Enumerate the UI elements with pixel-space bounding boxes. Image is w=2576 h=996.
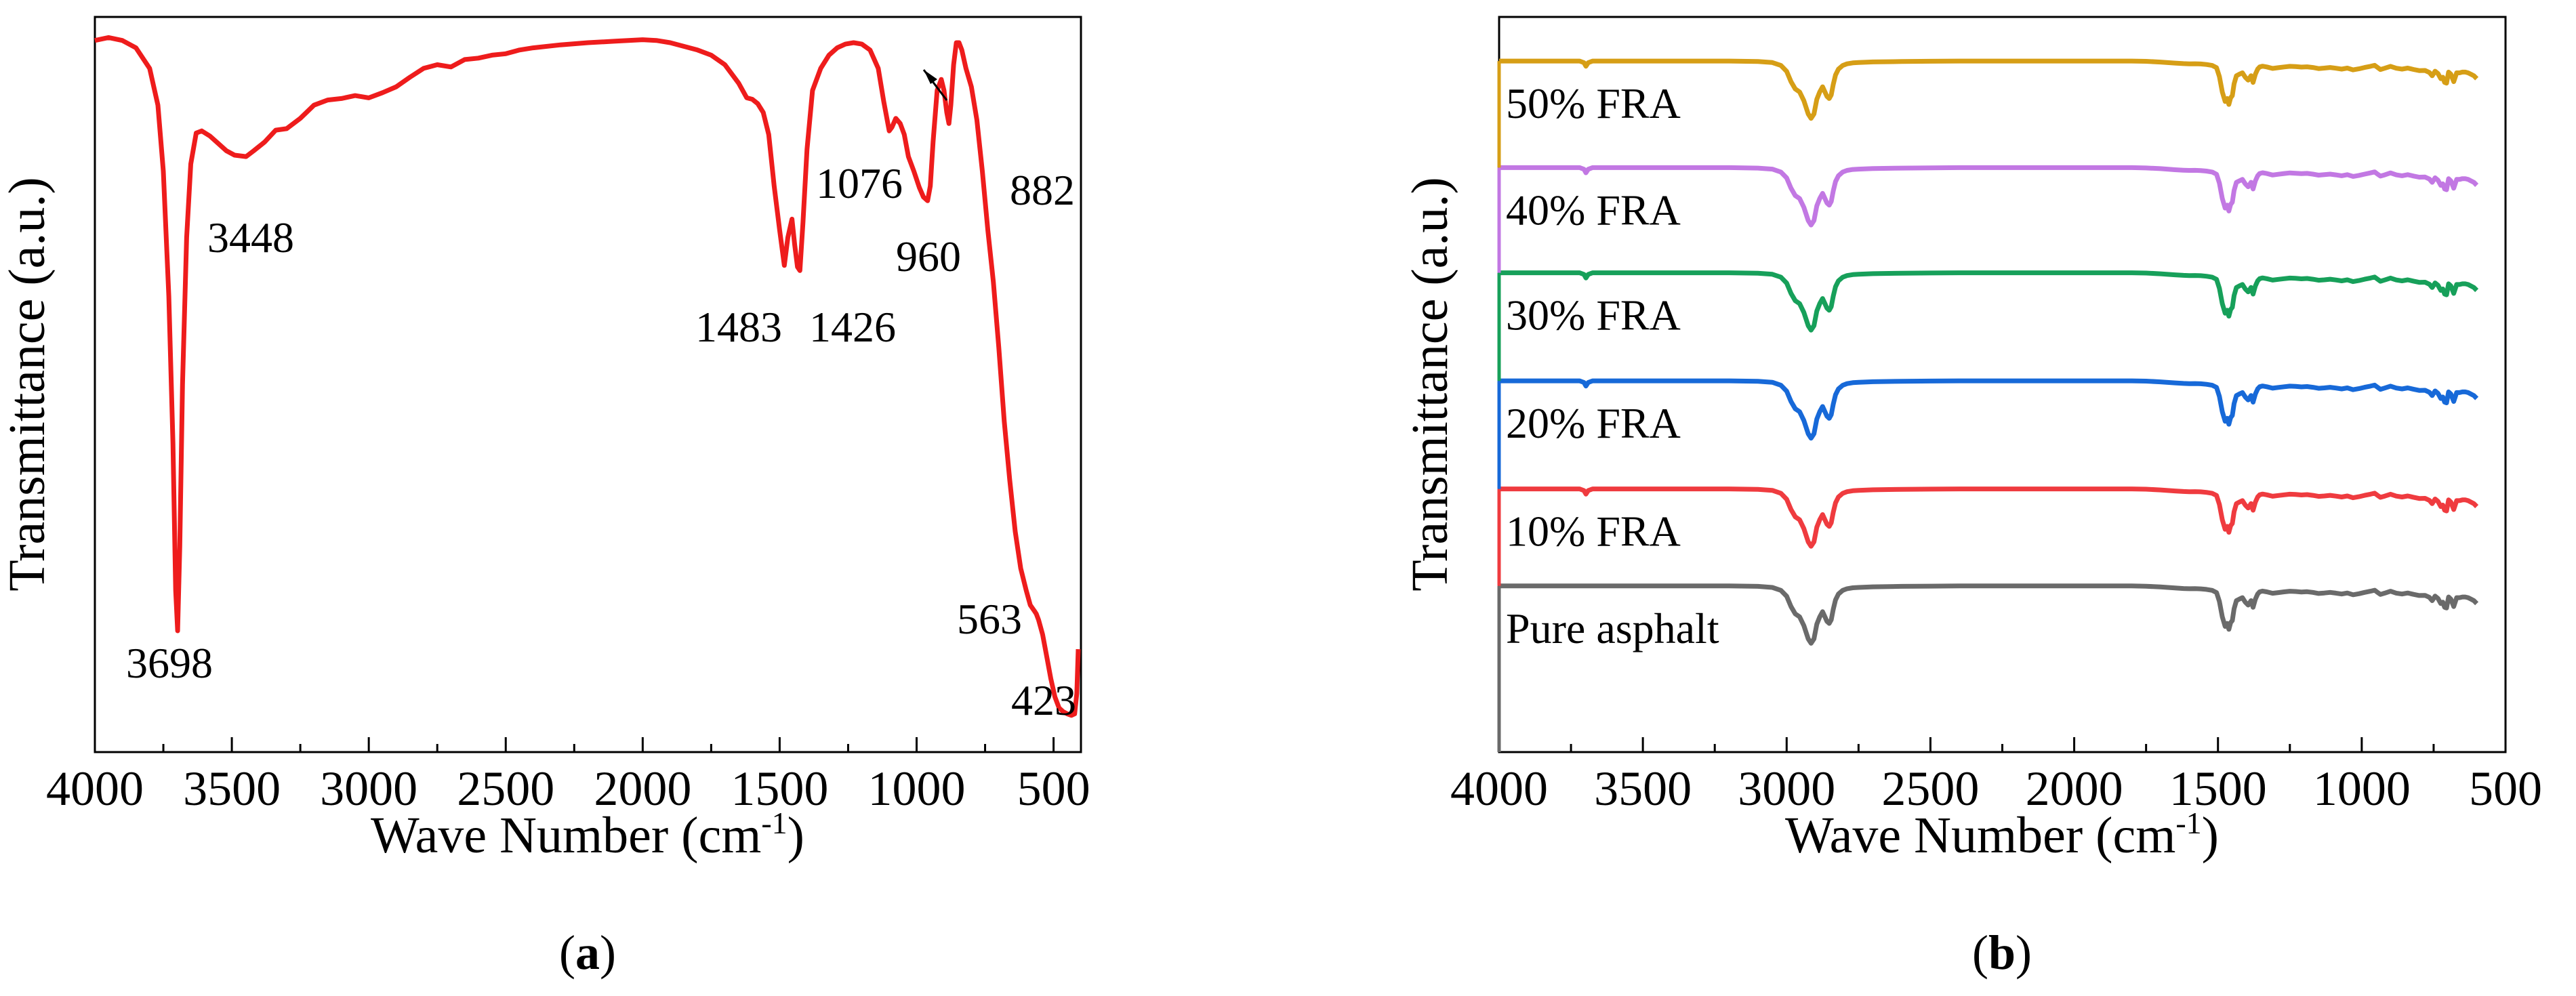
panel-b-series-line (1499, 583, 2479, 646)
panel-b-x-axis: 4000 3500 3000 2500 2000 1500 1000 500 (1450, 737, 2542, 816)
panel-a-peak-label: 960 (896, 232, 961, 281)
panel-a-y-axis-title: Transmittance (a.u.) (0, 177, 56, 591)
panel-b-x-tick-label: 2500 (1881, 762, 1979, 816)
panel-b-x-tick-label: 4000 (1450, 762, 1548, 816)
panel-a-x-axis-title-superscript: -1 (761, 806, 787, 840)
panel-b-x-tick-label: 2000 (2026, 762, 2123, 816)
panel-a-peak-label: 3448 (207, 213, 294, 262)
panel-b-series-label: Pure asphalt (1506, 604, 1719, 652)
panel-b-series-line (1499, 486, 2479, 549)
panel-a-caption-open: ( (559, 926, 575, 980)
panel-b-series-label: 30% FRA (1506, 291, 1681, 339)
panel-b-x-axis-title: Wave Number (cm-1) (1785, 806, 2219, 864)
panel-a-x-tick-label: 2000 (594, 762, 691, 816)
panel-a-x-tick-label: 3500 (183, 762, 281, 816)
panel-a-caption-letter: a (575, 926, 600, 980)
panel-b-series-line (1499, 378, 2479, 441)
panel-a-peak-label: 1076 (816, 159, 903, 207)
panel-b-series-label: 10% FRA (1506, 507, 1681, 556)
panel-a-x-axis-title-main: Wave Number (cm (371, 807, 761, 864)
panel-a-x-tick-label: 4000 (46, 762, 144, 816)
panel-b-series-line (1499, 270, 2479, 333)
panel-b-x-axis-title-close: ) (2202, 807, 2219, 864)
panel-b-series-label: 20% FRA (1506, 399, 1681, 447)
panel-a-882-arrowhead (924, 70, 937, 84)
panel-b-x-tick-label: 3000 (1738, 762, 1835, 816)
panel-a-plot-frame (94, 16, 1082, 753)
panel-b-chart: 4000 3500 3000 2500 2000 1500 1000 500 Pure asp… (1402, 16, 2542, 980)
panel-a-x-axis-title-close: ) (788, 807, 804, 864)
panel-a-peak-label: 882 (1010, 166, 1075, 214)
panel-b-caption-close: ) (2016, 926, 2032, 980)
panel-b-x-tick-label: 500 (2469, 762, 2542, 816)
panel-a-x-tick-label: 500 (1017, 762, 1090, 816)
panel-a-series (94, 35, 1081, 718)
panel-a-caption-close: ) (600, 926, 616, 980)
panel-b-x-tick-label: 1000 (2313, 762, 2411, 816)
panel-b-series-line (1499, 58, 2479, 121)
panel-a-peak-label: 423 (1011, 676, 1076, 724)
panel-a-x-tick-label: 1000 (868, 762, 966, 816)
panel-a-x-tick-label: 1500 (731, 762, 828, 816)
panel-a-ftir-line (94, 35, 1081, 718)
panel-b-series-line (1499, 165, 2479, 228)
panel-a-peak-labels: 3698 3448 1483 1426 1076 960 882 563 423 (126, 159, 1076, 724)
panel-a-chart: 4000 3500 3000 2500 2000 1500 1000 500 3698 3448… (0, 16, 1090, 980)
panel-a-x-tick-label: 2500 (457, 762, 554, 816)
panel-a-peak-label: 563 (957, 595, 1022, 643)
panel-b-x-tick-label: 3500 (1594, 762, 1692, 816)
panel-a-x-axis-title: Wave Number (cm-1) (371, 806, 804, 864)
panel-b-series-label: 50% FRA (1506, 79, 1681, 127)
panel-b-x-axis-title-superscript: -1 (2175, 806, 2201, 840)
panel-a-caption: (a) (559, 926, 616, 980)
panel-b-y-axis-title: Transmittance (a.u.) (1402, 177, 1458, 591)
panel-b-x-axis-title-main: Wave Number (cm (1785, 807, 2175, 864)
panel-b-caption-open: ( (1972, 926, 1988, 980)
panel-b-x-tick-label: 1500 (2169, 762, 2267, 816)
panel-a-peak-label: 3698 (126, 639, 213, 687)
panel-b-series (1497, 58, 2479, 752)
panel-b-caption-letter: b (1988, 926, 2016, 980)
panel-a-peak-label: 1483 (695, 303, 782, 351)
panel-b-series-labels: Pure asphalt 10% FRA 20% FRA 30% FRA 40% FRA… (1506, 79, 1719, 652)
panel-b-series-label: 40% FRA (1506, 186, 1681, 234)
panel-a-x-tick-label: 3000 (320, 762, 417, 816)
panel-a-peak-label: 1426 (809, 303, 896, 351)
panel-b-caption: (b) (1972, 926, 2032, 980)
panel-a-x-axis: 4000 3500 3000 2500 2000 1500 1000 500 (46, 737, 1090, 816)
